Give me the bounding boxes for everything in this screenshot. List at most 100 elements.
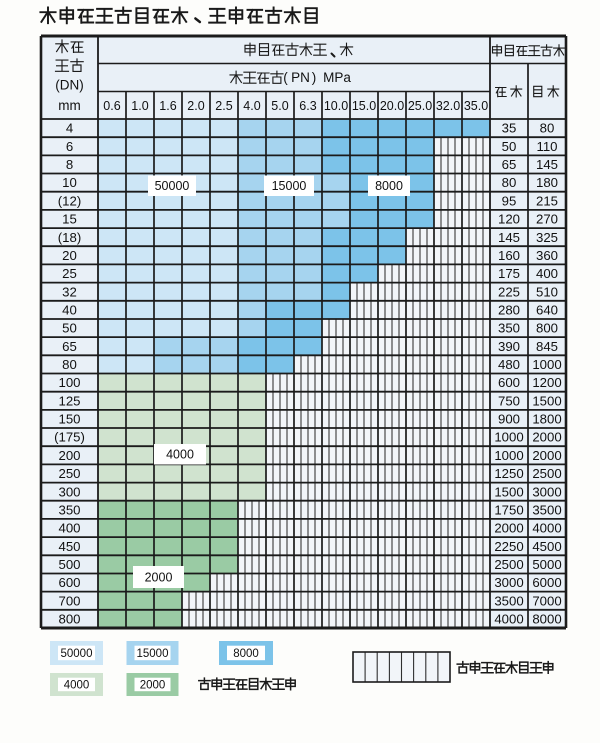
svg-text:280: 280 <box>498 303 520 318</box>
svg-text:8000: 8000 <box>233 648 259 660</box>
svg-text:80: 80 <box>540 121 555 136</box>
svg-text:1250: 1250 <box>494 466 523 481</box>
svg-text:0.6: 0.6 <box>103 99 120 113</box>
svg-text:1000: 1000 <box>494 430 523 445</box>
svg-text:3000: 3000 <box>532 484 561 499</box>
svg-text:8000: 8000 <box>532 612 561 627</box>
svg-text:32.0: 32.0 <box>436 99 460 113</box>
svg-text:1000: 1000 <box>532 357 561 372</box>
svg-text:1000: 1000 <box>494 448 523 463</box>
svg-text:35: 35 <box>502 121 517 136</box>
svg-text:6: 6 <box>66 139 73 154</box>
svg-text:32: 32 <box>62 284 77 299</box>
svg-text:200: 200 <box>58 448 80 463</box>
svg-text:80: 80 <box>502 175 517 190</box>
svg-text:750: 750 <box>498 393 520 408</box>
svg-text:1500: 1500 <box>532 393 561 408</box>
svg-text:3000: 3000 <box>494 575 523 590</box>
svg-text:2.0: 2.0 <box>187 99 204 113</box>
svg-text:175: 175 <box>498 266 520 281</box>
svg-text:20: 20 <box>62 248 77 263</box>
svg-text:25: 25 <box>62 266 77 281</box>
svg-text:145: 145 <box>498 230 520 245</box>
svg-text:25.0: 25.0 <box>408 99 432 113</box>
svg-text:270: 270 <box>536 212 558 227</box>
svg-text:2250: 2250 <box>494 539 523 554</box>
svg-text:2500: 2500 <box>532 466 561 481</box>
svg-text:300: 300 <box>58 484 80 499</box>
svg-text:600: 600 <box>58 575 80 590</box>
svg-text:(: ( <box>283 70 288 85</box>
svg-text:350: 350 <box>498 321 520 336</box>
svg-text:350: 350 <box>58 502 80 517</box>
svg-text:4: 4 <box>66 121 73 136</box>
svg-text:390: 390 <box>498 339 520 354</box>
svg-text:4000: 4000 <box>532 521 561 536</box>
svg-text:15000: 15000 <box>272 179 307 193</box>
svg-text:4500: 4500 <box>532 539 561 554</box>
svg-text:250: 250 <box>58 466 80 481</box>
svg-text:160: 160 <box>498 248 520 263</box>
svg-text:225: 225 <box>498 284 520 299</box>
svg-text:15000: 15000 <box>137 648 169 660</box>
svg-text:4000: 4000 <box>494 612 523 627</box>
svg-text:95: 95 <box>502 193 517 208</box>
svg-text:2000: 2000 <box>145 570 173 584</box>
svg-text:): ) <box>312 70 317 85</box>
svg-text:65: 65 <box>502 157 517 172</box>
svg-text:2000: 2000 <box>494 521 523 536</box>
svg-text:500: 500 <box>58 557 80 572</box>
svg-text:8: 8 <box>66 157 73 172</box>
svg-text:400: 400 <box>536 266 558 281</box>
svg-text:5000: 5000 <box>532 557 561 572</box>
svg-text:150: 150 <box>58 412 80 427</box>
svg-text:110: 110 <box>536 139 557 154</box>
svg-text:8000: 8000 <box>375 179 403 193</box>
svg-text:10.0: 10.0 <box>324 99 348 113</box>
svg-text:65: 65 <box>62 339 77 354</box>
svg-text:325: 325 <box>536 230 558 245</box>
svg-text:40: 40 <box>62 303 77 318</box>
svg-text:50: 50 <box>502 139 517 154</box>
svg-text:2000: 2000 <box>532 430 561 445</box>
svg-text:640: 640 <box>536 303 558 318</box>
svg-text:900: 900 <box>498 412 520 427</box>
svg-text:700: 700 <box>58 593 80 608</box>
svg-text:35.0: 35.0 <box>464 99 488 113</box>
svg-text:4000: 4000 <box>166 448 194 462</box>
svg-text:2.5: 2.5 <box>215 99 232 113</box>
svg-text:3500: 3500 <box>532 502 561 517</box>
svg-text:215: 215 <box>536 193 558 208</box>
svg-text:480: 480 <box>498 357 520 372</box>
svg-text:15.0: 15.0 <box>352 99 376 113</box>
svg-text:4.0: 4.0 <box>243 99 260 113</box>
svg-text:MPa: MPa <box>323 70 351 85</box>
svg-text:50000: 50000 <box>61 648 93 660</box>
svg-text:50: 50 <box>62 321 77 336</box>
svg-text:180: 180 <box>536 175 558 190</box>
svg-text:510: 510 <box>536 284 558 299</box>
svg-text:1200: 1200 <box>532 375 561 390</box>
svg-text:7000: 7000 <box>532 593 561 608</box>
svg-text:2000: 2000 <box>140 680 166 692</box>
svg-text:20.0: 20.0 <box>380 99 404 113</box>
svg-text:2000: 2000 <box>532 448 561 463</box>
svg-text:450: 450 <box>58 539 80 554</box>
svg-text:2500: 2500 <box>494 557 523 572</box>
svg-text:100: 100 <box>58 375 80 390</box>
svg-text:PN: PN <box>291 70 310 85</box>
svg-text:1500: 1500 <box>494 484 523 499</box>
svg-text:4000: 4000 <box>64 680 90 692</box>
svg-text:145: 145 <box>536 157 558 172</box>
svg-text:(DN): (DN) <box>55 78 84 93</box>
svg-text:6.3: 6.3 <box>299 99 316 113</box>
svg-text:(18): (18) <box>58 230 81 245</box>
svg-text:600: 600 <box>498 375 520 390</box>
svg-text:120: 120 <box>498 212 520 227</box>
svg-text:3500: 3500 <box>494 593 523 608</box>
svg-text:(175): (175) <box>54 430 85 445</box>
svg-text:125: 125 <box>58 393 80 408</box>
svg-text:1.6: 1.6 <box>159 99 176 113</box>
svg-text:1.0: 1.0 <box>131 99 148 113</box>
svg-text:5.0: 5.0 <box>271 99 288 113</box>
